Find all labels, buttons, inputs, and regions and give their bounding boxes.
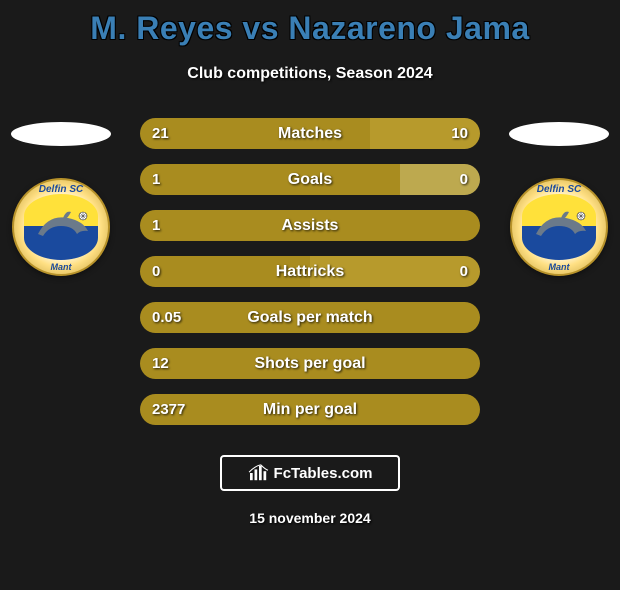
stat-value-right: 10 bbox=[451, 125, 468, 142]
avatar-placeholder-left bbox=[11, 122, 111, 146]
club-badge-left: Delfin SC Mant bbox=[12, 178, 110, 276]
player-right-column: Delfin SC Mant bbox=[504, 118, 614, 276]
stat-value-left: 21 bbox=[152, 125, 169, 142]
stat-value-right: 0 bbox=[460, 263, 468, 280]
bar-chart-icon bbox=[248, 464, 270, 482]
stat-row: Hattricks0 0 bbox=[140, 256, 480, 287]
player-left-column: Delfin SC Mant bbox=[6, 118, 116, 276]
brand-badge: FcTables.com bbox=[220, 455, 400, 491]
stat-value-left: 0.05 bbox=[152, 309, 181, 326]
stat-row: Goals per match0.05 bbox=[140, 302, 480, 333]
stat-value-left: 1 bbox=[152, 171, 160, 188]
avatar-placeholder-right bbox=[509, 122, 609, 146]
subtitle: Club competitions, Season 2024 bbox=[0, 65, 620, 83]
stat-value-right: 0 bbox=[460, 171, 468, 188]
badge-bottom-text: Mant bbox=[14, 262, 108, 272]
stat-row: Min per goal2377 bbox=[140, 394, 480, 425]
dolphin-icon bbox=[530, 206, 592, 246]
stat-label: Goals per match bbox=[140, 309, 480, 327]
stat-row: Goals1 0 bbox=[140, 164, 480, 195]
stat-value-left: 0 bbox=[152, 263, 160, 280]
stat-label: Assists bbox=[140, 217, 480, 235]
badge-bottom-text: Mant bbox=[512, 262, 606, 272]
stats-container: Matches2110Goals10Assists1Hattricks00Goa… bbox=[140, 118, 480, 425]
stat-label: Goals bbox=[140, 171, 480, 189]
stat-label: Matches bbox=[140, 125, 480, 143]
stat-row: Matches21 10 bbox=[140, 118, 480, 149]
stat-value-left: 12 bbox=[152, 355, 169, 372]
stat-value-left: 1 bbox=[152, 217, 160, 234]
brand-text: FcTables.com bbox=[274, 465, 373, 482]
stat-row: Shots per goal12 bbox=[140, 348, 480, 379]
stat-row: Assists1 bbox=[140, 210, 480, 241]
badge-top-text: Delfin SC bbox=[512, 184, 606, 195]
club-badge-right: Delfin SC Mant bbox=[510, 178, 608, 276]
footer-date: 15 november 2024 bbox=[0, 510, 620, 526]
stat-label: Min per goal bbox=[140, 401, 480, 419]
stat-label: Hattricks bbox=[140, 263, 480, 281]
stat-value-left: 2377 bbox=[152, 401, 185, 418]
stat-label: Shots per goal bbox=[140, 355, 480, 373]
page-title: M. Reyes vs Nazareno Jama bbox=[0, 10, 620, 47]
dolphin-icon bbox=[32, 206, 94, 246]
badge-top-text: Delfin SC bbox=[14, 184, 108, 195]
